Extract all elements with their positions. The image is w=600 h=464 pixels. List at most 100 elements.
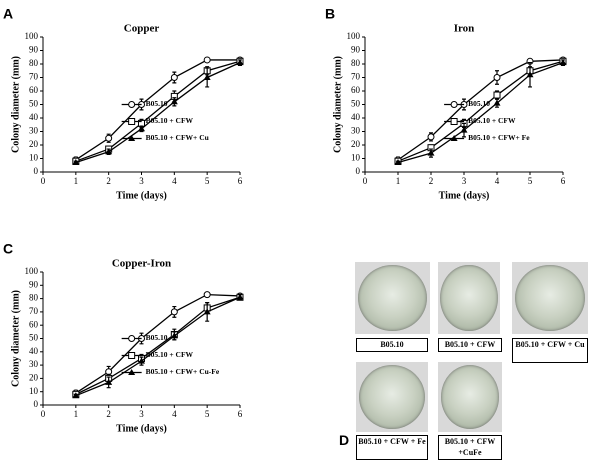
marker: [559, 59, 567, 66]
marker: [105, 378, 113, 385]
caption: B05.10 + CFW: [438, 338, 502, 352]
x-tick-label: 0: [41, 409, 46, 419]
panel-label: D: [339, 432, 350, 448]
y-tick-label: 80: [29, 293, 39, 303]
photo: [438, 262, 500, 334]
x-tick-label: 4: [495, 176, 500, 186]
legend-label: B05.10: [146, 333, 168, 342]
y-tick-label: 40: [29, 346, 39, 356]
y-tick-label: 20: [29, 372, 39, 382]
y-tick-label: 60: [351, 85, 361, 95]
y-tick-label: 0: [34, 166, 39, 176]
series-line: [397, 62, 564, 164]
marker: [170, 98, 178, 105]
y-tick-label: 30: [29, 126, 39, 136]
panel-label: B: [325, 6, 335, 22]
legend-marker: [128, 352, 136, 359]
y-tick-label: 100: [25, 266, 39, 276]
marker: [170, 308, 178, 316]
legend-label: B05.10 + CFW: [146, 116, 194, 125]
x-tick-label: 2: [429, 176, 434, 186]
series-line: [75, 60, 241, 162]
legend-marker: [450, 118, 458, 125]
series-line: [75, 293, 241, 394]
y-tick-label: 40: [351, 112, 361, 122]
marker: [72, 159, 80, 166]
marker: [170, 74, 178, 81]
marker: [105, 148, 113, 155]
x-tick-label: 3: [462, 176, 467, 186]
legend-marker: [450, 101, 458, 108]
x-tick-label: 2: [106, 176, 111, 186]
marker: [203, 74, 211, 80]
marker: [493, 74, 501, 81]
y-tick-label: 90: [29, 45, 39, 55]
photo: [512, 262, 588, 334]
legend-label: B05.10 + CFW: [146, 350, 194, 359]
legend-label: B05.10 + CFW+ Cu: [146, 133, 209, 142]
x-tick-label: 6: [561, 176, 566, 186]
x-tick-label: 1: [74, 409, 79, 419]
y-axis-label: Colony diameter (mm): [10, 290, 21, 387]
x-tick-label: 6: [238, 176, 243, 186]
legend-label: B05.10 + CFW+ Cu-Fe: [146, 367, 220, 376]
marker: [138, 125, 145, 132]
x-tick-label: 4: [172, 409, 177, 419]
y-axis-label: Colony diameter (mm): [332, 56, 343, 153]
legend-label: B05.10: [468, 99, 490, 108]
series-line: [75, 59, 240, 161]
legend-marker: [128, 101, 136, 108]
chart-title: Copper: [124, 23, 160, 35]
y-tick-label: 20: [29, 139, 39, 149]
y-tick-label: 60: [29, 319, 39, 329]
x-tick-label: 6: [238, 409, 243, 419]
x-tick-label: 4: [172, 176, 177, 186]
caption: B05.10 + CFW + Cu: [512, 338, 588, 363]
marker: [105, 134, 113, 142]
x-axis-label: Time (days): [439, 190, 490, 201]
x-axis-label: Time (days): [116, 190, 167, 201]
marker: [138, 357, 145, 364]
chart-title: Iron: [454, 23, 475, 35]
marker: [526, 71, 534, 78]
legend-label: B05.10: [146, 99, 168, 108]
chart-title: Copper-Iron: [112, 258, 171, 270]
x-tick-label: 2: [106, 409, 111, 419]
series-line: [397, 60, 564, 162]
y-tick-label: 90: [351, 45, 361, 55]
marker: [394, 159, 402, 166]
y-tick-label: 50: [29, 333, 39, 343]
y-tick-label: 10: [29, 386, 39, 396]
y-tick-label: 30: [29, 359, 39, 369]
marker: [460, 126, 468, 133]
y-tick-label: 20: [351, 139, 361, 149]
marker: [203, 56, 211, 64]
marker: [236, 59, 244, 66]
series-line: [75, 62, 241, 164]
legend-label: B05.10 + CFW+ Fe: [468, 133, 530, 142]
y-tick-label: 10: [351, 153, 361, 163]
y-tick-label: 100: [347, 31, 361, 41]
y-tick-label: 50: [351, 99, 361, 109]
marker: [427, 149, 435, 156]
series-line: [397, 59, 564, 161]
legend-marker: [450, 135, 458, 141]
legend-marker: [128, 369, 136, 375]
marker: [203, 308, 211, 315]
caption: B05.10 + CFW + Fe: [356, 435, 428, 460]
legend-marker: [128, 335, 136, 342]
y-tick-label: 40: [29, 112, 39, 122]
marker: [203, 291, 211, 299]
marker: [427, 133, 435, 141]
y-tick-label: 70: [29, 72, 39, 82]
y-tick-label: 10: [29, 153, 39, 163]
y-tick-label: 90: [29, 279, 39, 289]
x-tick-label: 1: [396, 176, 401, 186]
x-tick-label: 1: [74, 176, 79, 186]
photo: [356, 362, 428, 432]
caption: B05.10 + CFW +CuFe: [438, 435, 502, 460]
panel-label: A: [3, 6, 13, 22]
panel-label: C: [3, 241, 13, 257]
